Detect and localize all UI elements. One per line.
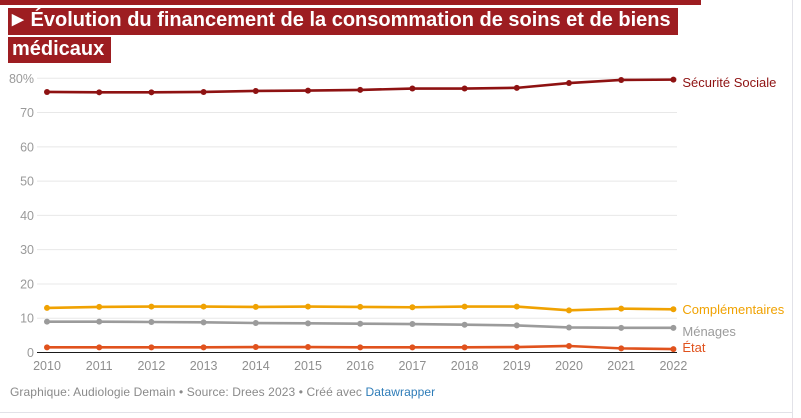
- data-point: [461, 321, 468, 328]
- page-title-line2: médicaux: [8, 37, 112, 63]
- data-point: [96, 344, 103, 351]
- y-axis-tick-label: 20: [20, 277, 34, 291]
- x-axis-tick-label: 2015: [294, 359, 322, 373]
- x-axis-tick-label: 2012: [137, 359, 165, 373]
- data-point: [670, 346, 677, 353]
- top-accent-bar: [0, 0, 701, 5]
- data-point: [305, 320, 311, 327]
- data-point: [148, 318, 155, 325]
- play-icon: ▶: [12, 11, 24, 28]
- series-end-label: État: [682, 340, 706, 355]
- data-point: [670, 306, 677, 313]
- data-point: [357, 86, 364, 93]
- page-title-text1: Évolution du financement de la consommat…: [30, 9, 671, 31]
- data-point: [566, 342, 572, 349]
- data-point: [461, 85, 468, 92]
- data-point: [618, 76, 625, 83]
- x-axis-tick-label: 2011: [86, 359, 113, 373]
- data-point: [148, 303, 155, 310]
- data-point: [305, 87, 311, 94]
- y-axis-tick-label: 10: [20, 312, 34, 326]
- x-axis-tick-label: 2021: [607, 359, 635, 373]
- data-point: [409, 344, 416, 351]
- data-point: [148, 89, 155, 96]
- data-point: [44, 318, 50, 325]
- data-point: [566, 307, 572, 314]
- x-axis-tick-label: 2010: [33, 359, 61, 373]
- data-point: [357, 303, 364, 310]
- y-axis-tick-label: 0: [27, 346, 34, 360]
- frame-border-bottom: [0, 412, 793, 413]
- data-point: [96, 89, 103, 96]
- data-point: [200, 344, 207, 351]
- data-point: [357, 320, 364, 327]
- data-point: [252, 344, 259, 351]
- x-axis-tick-label: 2014: [242, 359, 270, 373]
- data-point: [670, 76, 677, 83]
- data-point: [670, 324, 677, 331]
- credit-text: Graphique: Audiologie Demain • Source: D…: [10, 385, 363, 399]
- data-point: [409, 304, 416, 311]
- series-end-label: Complémentaires: [682, 302, 784, 317]
- series-end-label: Sécurité Sociale: [682, 75, 776, 90]
- data-point: [409, 321, 416, 328]
- datawrapper-link[interactable]: Datawrapper: [365, 385, 436, 399]
- data-point: [513, 344, 520, 351]
- data-point: [461, 303, 468, 310]
- x-axis-tick-label: 2017: [398, 359, 426, 373]
- data-point: [618, 345, 625, 352]
- data-point: [44, 304, 50, 311]
- data-point: [305, 344, 311, 351]
- x-axis-tick-label: 2016: [346, 359, 374, 373]
- data-point: [618, 324, 625, 331]
- data-point: [461, 344, 468, 351]
- x-axis-tick-label: 2013: [190, 359, 218, 373]
- data-point: [44, 344, 50, 351]
- x-axis-tick-label: 2018: [451, 359, 479, 373]
- data-point: [513, 303, 520, 310]
- attribution-footer: Graphique: Audiologie Demain • Source: D…: [10, 385, 435, 399]
- data-point: [513, 84, 520, 91]
- data-point: [44, 88, 50, 95]
- data-point: [618, 305, 625, 312]
- data-point: [200, 303, 207, 310]
- y-axis-tick-label: 50: [20, 175, 34, 189]
- x-axis-tick-label: 2019: [503, 359, 531, 373]
- page-title-text2: médicaux: [12, 38, 105, 60]
- data-point: [409, 85, 416, 92]
- data-point: [252, 87, 259, 94]
- data-point: [305, 303, 311, 310]
- data-point: [148, 344, 155, 351]
- data-point: [200, 88, 207, 95]
- x-axis-tick-label: 2020: [555, 359, 583, 373]
- frame-border-right: [792, 0, 793, 418]
- data-point: [252, 303, 259, 310]
- data-point: [566, 324, 572, 331]
- y-axis-tick-label: 70: [20, 106, 34, 120]
- y-axis-tick-label: 30: [20, 243, 34, 257]
- y-axis-tick-label: 60: [20, 140, 34, 154]
- y-axis-tick-label: 40: [20, 209, 34, 223]
- page-title-line1: ▶ Évolution du financement de la consomma…: [8, 8, 678, 35]
- data-point: [200, 319, 207, 326]
- series-end-label: Ménages: [682, 324, 736, 339]
- page-title: ▶ Évolution du financement de la consomma…: [8, 8, 678, 65]
- data-point: [96, 318, 103, 325]
- y-axis-tick-label: 80%: [9, 72, 34, 86]
- data-point: [513, 322, 520, 329]
- data-point: [566, 80, 572, 87]
- x-axis-tick-label: 2022: [659, 359, 687, 373]
- data-point: [252, 320, 259, 327]
- data-point: [96, 303, 103, 310]
- data-point: [357, 344, 364, 351]
